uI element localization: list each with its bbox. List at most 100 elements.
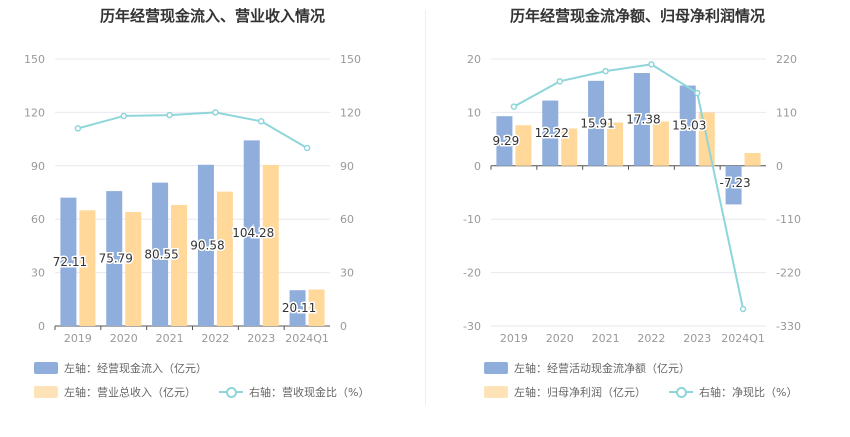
y-right-tick-label: 0 <box>776 160 783 173</box>
bar-series-1 <box>289 290 306 326</box>
data-label: 15.91 <box>580 116 614 130</box>
legend-line-icon <box>219 386 243 398</box>
panel-divider <box>425 10 426 405</box>
x-tick-label: 2020 <box>110 332 138 345</box>
line-point <box>510 103 518 110</box>
y-right-tick-label: 120 <box>340 106 361 119</box>
y-left-tick-label: -20 <box>463 267 481 280</box>
y-right-tick-label: 150 <box>340 53 361 66</box>
bar-series-1 <box>60 197 77 326</box>
y-left-tick-label: 60 <box>31 213 45 226</box>
line-point <box>258 118 265 125</box>
y-left-tick-label: 90 <box>31 160 45 173</box>
y-right-tick-label: -330 <box>776 320 801 333</box>
bar-series-2 <box>171 204 188 326</box>
data-label: -7.23 <box>720 176 751 190</box>
line-point <box>556 78 563 85</box>
x-tick-label: 2022 <box>637 332 665 345</box>
data-label: 75.79 <box>99 252 133 266</box>
line-point <box>739 305 747 313</box>
y-left-tick-label: 0 <box>38 320 45 333</box>
bar-series-1 <box>152 182 169 326</box>
bar-series-2 <box>262 164 279 326</box>
bar-series-1 <box>633 72 650 166</box>
legend-label: 左轴：营业总收入（亿元） <box>64 386 196 399</box>
x-tick-label: 2024Q1 <box>721 332 765 345</box>
y-right-tick-label: 0 <box>340 320 347 333</box>
bar-series-1 <box>106 191 123 326</box>
line-point <box>74 125 82 132</box>
y-left-tick-label: 30 <box>31 267 45 280</box>
x-tick-label: 2021 <box>156 332 184 345</box>
legend-label: 右轴：营收现金比（%） <box>249 386 370 399</box>
legend-item-net-cashflow[interactable]: 左轴：经营活动现金流净额（亿元） <box>484 360 690 376</box>
left-chart-panel: 历年经营现金流入、营业收入情况 0 30 60 90 120 150 0 30 60 90 120 1… <box>24 7 369 400</box>
data-label: 72.11 <box>53 255 87 269</box>
line-point <box>166 111 173 119</box>
legend-swatch-net-cashflow <box>484 362 508 374</box>
right-chart: -30 -20 -10 0 10 20 -330 -220 -110 0 110 220 2019 202… <box>463 53 801 345</box>
chart-title: 历年经营现金流入、营业收入情况 <box>99 7 325 25</box>
line-series <box>77 111 308 149</box>
x-tick-label: 2023 <box>247 332 275 345</box>
x-tick-label: 2023 <box>683 332 711 345</box>
y-left-tick-label: 20 <box>467 53 481 66</box>
line-point <box>648 61 655 68</box>
legend-item-revenue[interactable]: 左轴：营业总收入（亿元） <box>34 384 196 400</box>
x-tick-label: 2022 <box>201 332 229 345</box>
bar-series-2 <box>79 210 96 326</box>
legend-item-net-profit[interactable]: 左轴：归母净利润（亿元） <box>484 384 646 400</box>
y-right-tick-label: 60 <box>340 213 354 226</box>
x-tick-label: 2020 <box>546 332 574 345</box>
bar-series-1 <box>542 100 559 166</box>
data-label: 90.58 <box>190 238 224 252</box>
legend-label: 左轴：经营活动现金流净额（亿元） <box>514 362 690 375</box>
legend-item-ratio[interactable]: 右轴：营收现金比（%） <box>219 384 369 400</box>
bar-series-1 <box>725 165 742 205</box>
y-right-tick-label: 110 <box>776 106 797 119</box>
x-tick-label: 2021 <box>592 332 620 345</box>
bar-series-2 <box>744 152 761 166</box>
legend-label: 右轴：净现比（%） <box>699 386 798 399</box>
legend-item-inflow[interactable]: 左轴：经营现金流入（亿元） <box>34 360 207 376</box>
bar-series-2 <box>607 122 624 166</box>
data-label: 80.55 <box>144 247 178 261</box>
y-left-tick-label: 0 <box>474 160 481 173</box>
legend-swatch-revenue <box>34 386 58 398</box>
legend-line-icon <box>669 386 693 398</box>
bar-series-2 <box>515 125 532 166</box>
line-point <box>120 112 127 120</box>
x-tick-label: 2019 <box>500 332 528 345</box>
bar-series-2 <box>216 191 233 326</box>
bar-series-2 <box>561 128 578 166</box>
legend-swatch-inflow <box>34 362 58 374</box>
data-label: 104.28 <box>232 226 274 240</box>
y-left-tick-label: -10 <box>463 213 481 226</box>
legend-label: 左轴：归母净利润（亿元） <box>514 386 646 399</box>
legend-item-net-cash-ratio[interactable]: 右轴：净现比（%） <box>669 384 797 400</box>
line-point <box>602 67 609 75</box>
data-label: 20.11 <box>282 301 316 315</box>
legend-label: 左轴：经营现金流入（亿元） <box>64 362 207 375</box>
left-chart: 0 30 60 90 120 150 0 30 60 90 120 150 2019 2020 2021 20… <box>24 53 361 345</box>
line-point <box>212 109 219 116</box>
line-point <box>694 89 701 97</box>
y-left-tick-label: 120 <box>24 106 45 119</box>
right-chart-panel: 历年经营现金流净额、归母净利润情况 -30 -20 -10 0 10 20 -330 -220… <box>425 0 850 437</box>
bar-series-1 <box>588 80 605 166</box>
bar-series-1 <box>679 85 696 166</box>
line-series <box>513 63 745 310</box>
bar-series-2 <box>308 289 325 326</box>
y-right-tick-label: 30 <box>340 267 354 280</box>
bar-series-2 <box>652 121 669 166</box>
data-label: 12.22 <box>535 126 569 140</box>
bar-series-2 <box>125 212 142 326</box>
y-right-tick-label: -110 <box>776 213 801 226</box>
legend-swatch-net-profit <box>484 386 508 398</box>
data-label: 15.03 <box>672 119 706 133</box>
data-label: 9.29 <box>493 134 520 148</box>
bar-series-1 <box>496 116 513 166</box>
y-right-tick-label: 90 <box>340 160 354 173</box>
y-right-tick-label: -220 <box>776 267 801 280</box>
x-tick-label: 2019 <box>64 332 92 345</box>
